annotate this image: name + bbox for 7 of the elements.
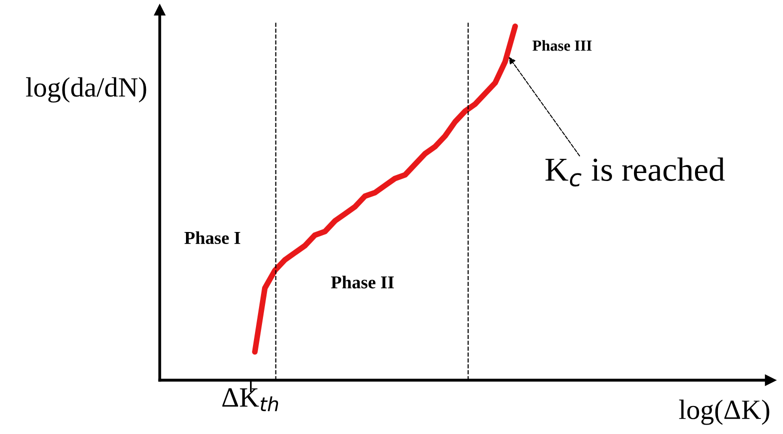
y-axis-title: log(da/dN) [26,77,146,103]
annotation: K$_{c}$ is reached [545,158,725,186]
annotation: Phase I [184,231,240,244]
annotation: Phase III [532,40,592,51]
annotation: Phase II [331,276,394,288]
text: ΔK$_{th}$ [222,388,278,412]
x-axis-title: log(ΔK) [679,400,770,425]
